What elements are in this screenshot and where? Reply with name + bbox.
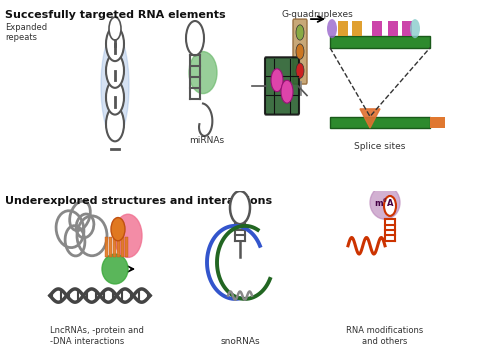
Bar: [430, 116, 445, 128]
Bar: [125, 237, 128, 257]
Text: RNA modifications
and others: RNA modifications and others: [347, 326, 424, 346]
Text: Succesfully targeted RNA elements: Succesfully targeted RNA elements: [5, 10, 226, 20]
Ellipse shape: [114, 214, 142, 257]
FancyBboxPatch shape: [265, 57, 299, 115]
Circle shape: [106, 54, 124, 88]
Text: LncRNAs, -protein and
-DNA interactions: LncRNAs, -protein and -DNA interactions: [50, 326, 144, 346]
Circle shape: [109, 17, 121, 40]
Circle shape: [111, 217, 125, 241]
Text: Underexplored structures and interactions: Underexplored structures and interaction…: [5, 196, 272, 206]
Bar: [388, 21, 398, 36]
Text: G-quadruplexes: G-quadruplexes: [282, 10, 354, 19]
Circle shape: [106, 107, 124, 141]
Circle shape: [296, 25, 304, 40]
Circle shape: [186, 21, 204, 55]
FancyBboxPatch shape: [293, 19, 307, 84]
Bar: [109, 237, 112, 257]
Bar: [330, 36, 430, 48]
Circle shape: [230, 191, 250, 224]
Text: Splice sites: Splice sites: [354, 142, 406, 151]
Circle shape: [281, 80, 293, 103]
Bar: [113, 237, 116, 257]
Bar: [402, 21, 412, 36]
Text: Expanded
repeats: Expanded repeats: [5, 23, 47, 42]
Bar: [330, 116, 430, 128]
Circle shape: [271, 69, 283, 92]
Circle shape: [106, 80, 124, 115]
Circle shape: [384, 196, 396, 216]
Text: m$^6$A: m$^6$A: [374, 196, 396, 209]
Circle shape: [106, 27, 124, 61]
Text: miRNAs: miRNAs: [190, 136, 225, 145]
Polygon shape: [360, 109, 380, 128]
Bar: [105, 237, 108, 257]
Bar: [372, 21, 382, 36]
Bar: [352, 21, 362, 36]
Circle shape: [296, 63, 304, 78]
Circle shape: [296, 44, 304, 59]
Ellipse shape: [370, 186, 400, 219]
Text: snoRNAs: snoRNAs: [220, 337, 260, 346]
Bar: [121, 237, 124, 257]
Bar: [117, 237, 120, 257]
Ellipse shape: [327, 19, 337, 38]
Ellipse shape: [101, 34, 129, 139]
Ellipse shape: [189, 51, 217, 94]
Bar: [338, 21, 348, 36]
Ellipse shape: [102, 254, 128, 284]
Ellipse shape: [410, 19, 420, 38]
